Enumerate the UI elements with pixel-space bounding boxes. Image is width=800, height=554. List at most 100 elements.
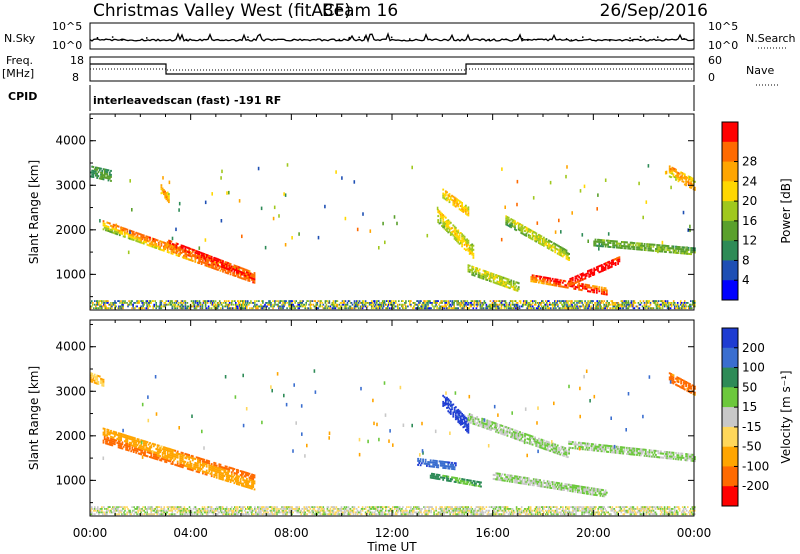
scatter-cell <box>551 303 553 306</box>
scatter-cell <box>276 513 278 516</box>
scatter-cell <box>416 303 418 306</box>
scatter-cell <box>386 307 388 310</box>
scatter-cell <box>224 513 227 516</box>
scatter-cell <box>656 303 659 306</box>
scatter-cell <box>533 509 536 512</box>
scatter-cell <box>534 511 537 514</box>
scatter-cell <box>151 239 154 242</box>
scatter-cell <box>566 254 569 257</box>
scatter-cell <box>418 302 420 304</box>
scatter-cell <box>170 300 173 302</box>
scatter-cell <box>632 300 635 302</box>
scatter-cell <box>626 241 628 244</box>
scatter-cell <box>283 305 285 308</box>
scatter-cell <box>199 256 202 259</box>
scatter-cell <box>116 231 119 234</box>
scatter-cell <box>673 170 676 173</box>
scatter-cell <box>671 166 674 169</box>
scatter-cell <box>181 303 184 306</box>
scatter-cell <box>468 244 471 247</box>
scatter-cell <box>670 303 673 306</box>
scatter-cell <box>553 280 555 283</box>
scatter-cell <box>185 255 188 258</box>
scatter-cell <box>636 242 638 245</box>
scatter-cell <box>284 302 286 304</box>
scatter-cell <box>273 508 275 510</box>
scatter-cell <box>617 260 619 263</box>
scatter-cell <box>324 513 327 516</box>
scatter-cell <box>382 305 385 308</box>
scatter-cell <box>536 509 538 512</box>
scatter-cell <box>395 506 397 508</box>
scatter-cell <box>279 302 281 304</box>
scatter-cell <box>601 307 603 310</box>
scatter-cell <box>248 270 251 273</box>
scatter-cell <box>681 246 684 249</box>
scatter-cell <box>582 272 584 275</box>
scatter-cell <box>306 307 308 310</box>
scatter-cell <box>467 208 470 211</box>
scatter-cell <box>429 300 431 302</box>
scatter-cell <box>572 305 574 308</box>
scatter-cell <box>621 241 623 243</box>
scatter-cell <box>175 302 178 304</box>
scatter-cell <box>201 303 204 306</box>
scatter-cell <box>467 266 470 269</box>
scatter-cell <box>492 279 495 282</box>
scatter-cell <box>467 210 470 213</box>
scatter-cell <box>161 241 164 244</box>
scatter-cell <box>603 263 606 265</box>
scatter-cell <box>264 509 266 512</box>
scatter-cell <box>271 506 273 508</box>
scatter-cell <box>496 282 499 285</box>
scatter-cell <box>121 506 123 508</box>
scatter-cell <box>160 188 163 191</box>
scatter-cell <box>527 302 530 304</box>
scatter-cell <box>428 509 430 512</box>
scatter-cell <box>228 270 231 273</box>
scatter-cell <box>482 302 485 304</box>
scatter-cell <box>249 272 252 275</box>
scatter-cell <box>151 243 154 246</box>
scatter-cell <box>467 513 470 516</box>
scatter-cell <box>473 300 476 302</box>
scatter-cell <box>662 303 665 306</box>
scatter-cell <box>94 509 96 512</box>
scatter-cell <box>452 509 454 512</box>
scatter-cell <box>678 178 681 181</box>
scatter-cell <box>344 511 347 514</box>
scatter-cell <box>333 307 336 310</box>
scatter-cell <box>529 307 532 310</box>
scatter-cell <box>372 300 375 302</box>
scatter-cell <box>507 282 510 285</box>
scatter-cell <box>495 513 498 516</box>
scatter-cell <box>530 300 533 302</box>
scatter-cell <box>530 237 533 240</box>
scatter-cell <box>541 300 543 302</box>
scatter-cell <box>487 305 490 308</box>
scatter-cell <box>415 307 417 310</box>
scatter-cell <box>338 303 341 306</box>
scatter-cell <box>240 508 242 510</box>
scatter-cell <box>419 302 421 304</box>
scatter-cell <box>334 513 337 516</box>
scatter-cell <box>224 508 227 510</box>
scatter-cell <box>171 511 174 514</box>
scatter-cell <box>283 302 285 304</box>
scatter-cell <box>324 305 327 308</box>
scatter-cell <box>199 305 202 308</box>
scatter-cell <box>458 238 461 241</box>
scatter-cell <box>217 305 220 308</box>
scatter-cell <box>525 226 528 229</box>
scatter-cell <box>549 277 552 280</box>
scatter-cell <box>339 509 342 512</box>
scatter-cell <box>159 307 162 310</box>
scatter-cell <box>534 508 537 510</box>
scatter-cell <box>284 513 286 516</box>
scatter-cell <box>510 279 513 282</box>
scatter-cell <box>291 513 293 516</box>
scatter-cell <box>416 511 418 514</box>
scatter-cell <box>185 250 188 253</box>
scatter-cell <box>244 276 247 279</box>
scatter-cell <box>442 194 445 197</box>
